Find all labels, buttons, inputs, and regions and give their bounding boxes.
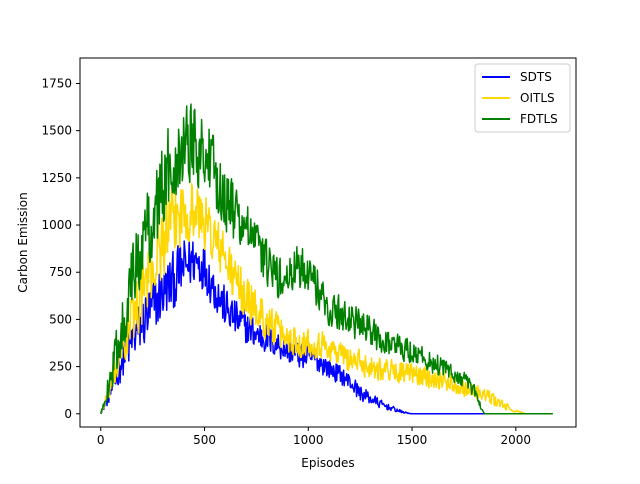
x-tick-label: 500 <box>193 433 216 447</box>
x-tick-label: 1000 <box>293 433 324 447</box>
legend-label-oitls: OITLS <box>520 91 555 105</box>
y-tick-label: 500 <box>49 312 72 326</box>
legend-label-sdts: SDTS <box>520 70 552 84</box>
legend-box <box>474 63 571 133</box>
y-axis-ticks: 0 250 500 750 1000 1250 1500 1750 <box>41 76 80 421</box>
legend: SDTS OITLS FDTLS <box>474 63 571 133</box>
series-line-sdts <box>100 239 553 415</box>
plot-frame <box>79 57 577 428</box>
y-tick-label: 1500 <box>41 124 72 138</box>
y-tick-label: 1250 <box>41 171 72 185</box>
legend-label-fdtls: FDTLS <box>520 112 558 126</box>
x-tick-label: 0 <box>97 433 105 447</box>
y-tick-label: 1750 <box>41 76 72 90</box>
x-axis-label: Episodes <box>301 456 354 470</box>
plot-lines <box>100 103 553 415</box>
x-tick-label: 1500 <box>397 433 428 447</box>
x-axis-ticks: 0 500 1000 1500 2000 <box>97 427 531 447</box>
y-axis-label: Carbon Emission <box>16 192 30 292</box>
y-tick-label: 1000 <box>41 218 72 232</box>
y-tick-label: 750 <box>49 265 72 279</box>
x-tick-label: 2000 <box>501 433 532 447</box>
y-tick-label: 0 <box>64 407 72 421</box>
y-tick-label: 250 <box>49 360 72 374</box>
series-line-fdtls <box>100 103 553 415</box>
